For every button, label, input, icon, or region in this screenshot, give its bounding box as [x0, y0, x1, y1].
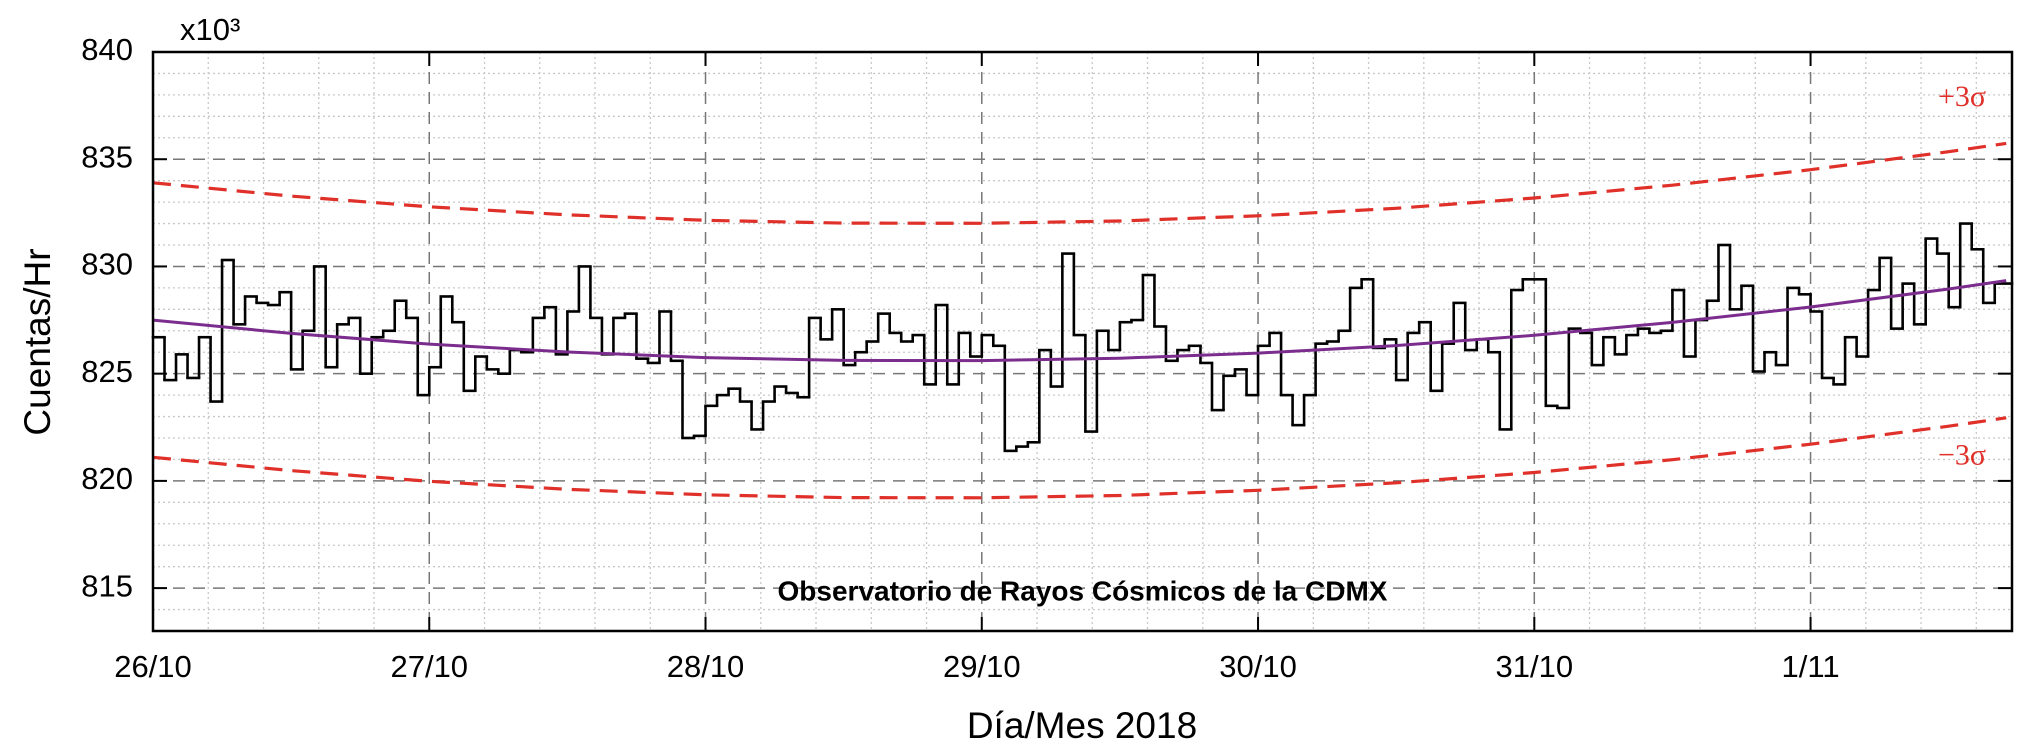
y-tick-label: 835 [81, 139, 133, 174]
y-multiplier: x10³ [180, 12, 240, 47]
y-tick-label: 840 [81, 32, 133, 67]
y-tick-label: 825 [81, 354, 133, 389]
x-tick-label: 26/10 [114, 649, 192, 684]
x-tick-label: 29/10 [943, 649, 1021, 684]
annotation: Observatorio de Rayos Cósmicos de la CDM… [778, 575, 1388, 606]
y-tick-label: 815 [81, 568, 133, 603]
x-tick-label: 30/10 [1219, 649, 1297, 684]
x-tick-label: 1/11 [1782, 649, 1840, 684]
y-tick-label: 820 [81, 461, 133, 496]
x-tick-label: 27/10 [390, 649, 468, 684]
x-axis-label: Día/Mes 2018 [967, 705, 1197, 746]
y-tick-label: 830 [81, 247, 133, 282]
sigma-line [152, 141, 2007, 225]
x-tick-label: 31/10 [1496, 649, 1574, 684]
y-axis-label: Cuentas/Hr [17, 248, 58, 435]
series-label: −3σ [1938, 439, 1986, 472]
x-tick-label: 28/10 [667, 649, 745, 684]
fit-line [152, 279, 2007, 363]
plot-frame [151, 50, 2014, 633]
sigma-line [152, 416, 2007, 500]
series-label: +3σ [1938, 80, 1986, 113]
